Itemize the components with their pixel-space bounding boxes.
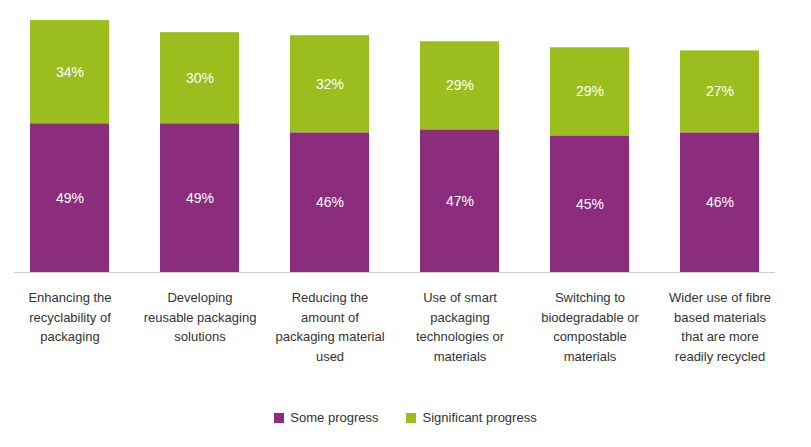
svg-text:46%: 46%: [706, 194, 734, 210]
svg-text:47%: 47%: [446, 193, 474, 209]
svg-text:Wider use of fibrebased materi: Wider use of fibrebased materialsthat ar…: [669, 290, 771, 364]
html-text:Some progress: Some progress: [290, 410, 379, 425]
svg-text:27%: 27%: [706, 83, 734, 99]
svg-text:49%: 49%: [56, 190, 84, 206]
svg-text:46%: 46%: [316, 194, 344, 210]
svg-text:49%: 49%: [186, 190, 214, 206]
svg-text:32%: 32%: [316, 76, 344, 92]
svg-text:Enhancing therecyclability ofp: Enhancing therecyclability ofpackaging: [28, 290, 111, 344]
html-text:Significant progress: Significant progress: [422, 410, 537, 425]
svg-text:Use of smartpackagingtechnolog: Use of smartpackagingtechnologies ormate…: [416, 290, 505, 364]
svg-text:45%: 45%: [576, 196, 604, 212]
svg-text:29%: 29%: [576, 83, 604, 99]
svg-text:30%: 30%: [186, 70, 214, 86]
svg-text:34%: 34%: [56, 64, 84, 80]
svg-text:Developingreusable packagingso: Developingreusable packagingsolutions: [144, 290, 257, 344]
svg-text:Reducing theamount ofpackaging: Reducing theamount ofpackaging materialu…: [275, 290, 384, 364]
svg-text:Switching tobiodegradable orco: Switching tobiodegradable orcompostablem…: [541, 290, 639, 364]
svg-text:29%: 29%: [446, 77, 474, 93]
